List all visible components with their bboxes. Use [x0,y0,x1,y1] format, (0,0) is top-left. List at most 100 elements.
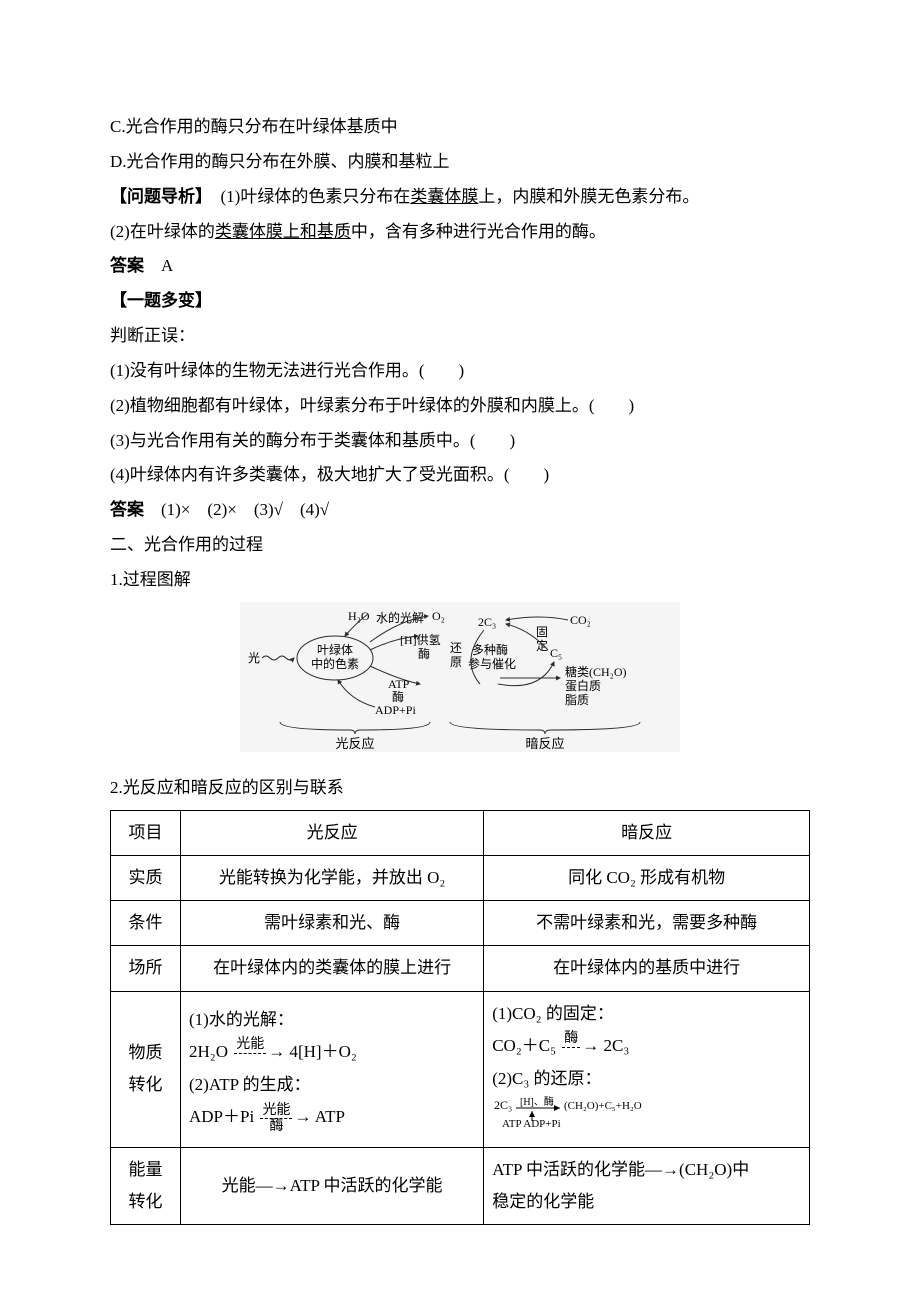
header-project: 项目 [111,810,181,855]
fig-sugar: 糖类(CH₂O) [565,664,627,679]
question-analysis-2: (2)在叶绿体的类囊体膜上和基质中，含有多种进行光合作用的酶。 [110,215,810,250]
deq1-post: 2C₃ [599,1036,629,1055]
eq2-top: 光能 [260,1103,292,1119]
fig-fix: 固 [536,625,548,639]
material-dark-eq2: 2C₃ [H]、酶 (CH₂O)+C₅+H₂O ATP ADP+Pi [492,1095,801,1140]
c3-reduce-eq: 2C₃ [H]、酶 (CH₂O)+C₅+H₂O ATP ADP+Pi [492,1095,662,1129]
fig-multi-enzyme: 多种酶 [472,642,508,657]
process-figure-wrap: 光 叶绿体 中的色素 H₂O 水的光解 O₂ [H]供氢 酶 ATP 酶 ADP… [110,602,810,765]
row-condition-light: 需叶绿素和光、酶 [181,901,484,946]
svg-text:[H]、酶: [H]、酶 [520,1095,554,1108]
table-row: 场所 在叶绿体内的类囊体的膜上进行 在叶绿体内的基质中进行 [111,946,810,991]
option-d: D.光合作用的酶只分布在外膜、内膜和基粒上 [110,145,810,180]
row-energy-dark-1: ATP 中活跃的化学能―→(CH₂O)中 [492,1160,749,1179]
row-essence-dark: 同化 CO₂ 形成有机物 [484,855,810,900]
row-material-dark: (1)CO₂ 的固定： CO₂＋C₅ 酶 → 2C₃ (2)C₃ 的还原： 2C… [484,991,810,1147]
fig-origin: 原 [450,655,462,669]
fig-c5: C₅ [550,646,562,660]
answer-2-value: (1)× (2)× (3)√ (4)√ [144,500,329,519]
judge-label: 判断正误： [110,319,810,354]
fig-enzyme: 酶 [418,646,430,661]
fig-light-rxn: 光反应 [335,736,374,751]
fig-lipid: 脂质 [565,692,589,707]
fig-pigment1: 叶绿体 [317,642,353,657]
question-analysis: 【问题导析】 (1)叶绿体的色素只分布在类囊体膜上，内膜和外膜无色素分布。 [110,180,810,215]
row-energy-label-1: 能量 [129,1160,163,1179]
deq1-pre: CO₂＋C₅ [492,1036,560,1055]
material-dark-1: (1)CO₂ 的固定： [492,998,801,1030]
table-row: 实质 光能转换为化学能，并放出 O₂ 同化 CO₂ 形成有机物 [111,855,810,900]
fig-o2: O₂ [432,609,445,623]
fig-pigment2: 中的色素 [311,656,359,671]
judge-1: (1)没有叶绿体的生物无法进行光合作用。( ) [110,354,810,389]
analysis-2-pre: (2)在叶绿体的 [110,222,215,241]
material-dark-eq1: CO₂＋C₅ 酶 → 2C₃ [492,1030,801,1063]
answer-2-label: 答案 [110,500,144,519]
fig-atp: ATP [388,677,410,691]
row-energy-dark-2: 稳定的化学能 [492,1192,594,1211]
table-row: 项目 光反应 暗反应 [111,810,810,855]
fig-h-supply: [H]供氢 [400,632,441,647]
header-light: 光反应 [181,810,484,855]
eq2-frac: 光能酶 [260,1103,292,1135]
fig-c3: 2C₃ [478,615,496,629]
eq2-bot: 酶 [260,1119,292,1134]
fig-dark-rxn: 暗反应 [525,736,564,751]
svg-text:(CH₂O)+C₅+H₂O: (CH₂O)+C₅+H₂O [564,1100,642,1112]
process-figure: 光 叶绿体 中的色素 H₂O 水的光解 O₂ [H]供氢 酶 ATP 酶 ADP… [240,602,680,752]
row-energy-label-2: 转化 [129,1192,163,1211]
judge-2: (2)植物细胞都有叶绿体，叶绿素分布于叶绿体的外膜和内膜上。( ) [110,389,810,424]
eq1-post: 4[H]＋O₂ [285,1042,357,1061]
table-row: 能量 转化 光能―→ATP 中活跃的化学能 ATP 中活跃的化学能―→(CH₂O… [111,1147,810,1225]
material-light-2: (2)ATP 的生成： [189,1069,475,1101]
compare-table: 项目 光反应 暗反应 实质 光能转换为化学能，并放出 O₂ 同化 CO₂ 形成有… [110,810,810,1226]
answer-value: A [144,256,173,275]
row-material-label-2: 转化 [129,1075,163,1094]
row-energy-label: 能量 转化 [111,1147,181,1225]
svg-text:ATP ADP+Pi: ATP ADP+Pi [502,1118,561,1129]
row-essence-label: 实质 [111,855,181,900]
fig-catalyze: 参与催化 [468,656,516,671]
analysis-2-post: 中，含有多种进行光合作用的酶。 [351,222,606,241]
answer-line: 答案 A [110,249,810,284]
eq2-post: ATP [311,1107,345,1126]
analysis-1-post: 上，内膜和外膜无色素分布。 [478,187,699,206]
material-light-eq2: ADP＋Pi 光能酶→ ATP [189,1101,475,1134]
fig-adp: ADP+Pi [375,703,416,717]
row-place-light: 在叶绿体内的类囊体的膜上进行 [181,946,484,991]
row-condition-label: 条件 [111,901,181,946]
option-c: C.光合作用的酶只分布在叶绿体基质中 [110,110,810,145]
row-material-label: 物质 转化 [111,991,181,1147]
row-place-label: 场所 [111,946,181,991]
row-essence-light: 光能转换为化学能，并放出 O₂ [181,855,484,900]
sub-2-title: 2.光反应和暗反应的区别与联系 [110,771,810,806]
analysis-2-underline: 类囊体膜上和基质 [215,222,351,241]
row-place-dark: 在叶绿体内的基质中进行 [484,946,810,991]
row-material-light: (1)水的光解： 2H₂O 光能 → 4[H]＋O₂ (2)ATP 的生成： A… [181,991,484,1147]
svg-text:2C₃: 2C₃ [494,1098,512,1112]
fig-light: 光 [248,651,260,665]
row-condition-dark: 不需叶绿素和光，需要多种酶 [484,901,810,946]
fig-co2: CO₂ [570,613,591,627]
material-dark-2: (2)C₃ 的还原： [492,1063,801,1095]
fig-protein: 蛋白质 [565,678,601,693]
answer-label: 答案 [110,256,144,275]
material-light-eq1: 2H₂O 光能 → 4[H]＋O₂ [189,1036,475,1069]
deq1-frac: 酶 [562,1031,580,1063]
row-material-label-1: 物质 [129,1043,163,1062]
section-2-title: 二、光合作用的过程 [110,528,810,563]
material-light-1: (1)水的光解： [189,1004,475,1036]
judge-3: (3)与光合作用有关的酶分布于类囊体和基质中。( ) [110,424,810,459]
document-page: C.光合作用的酶只分布在叶绿体基质中 D.光合作用的酶只分布在外膜、内膜和基粒上… [0,0,920,1285]
variation-label: 【一题多变】 [110,284,810,319]
fig-enzyme2: 酶 [392,689,404,704]
eq2-pre: ADP＋Pi [189,1107,258,1126]
row-energy-light: 光能―→ATP 中活跃的化学能 [181,1147,484,1225]
analysis-1-underline: 类囊体膜 [410,187,478,206]
deq1-bot [562,1048,580,1063]
eq1-frac: 光能 [234,1037,266,1069]
fig-water-split: 水的光解 [376,610,424,625]
answer-2-line: 答案 (1)× (2)× (3)√ (4)√ [110,493,810,528]
deq1-top: 酶 [562,1031,580,1047]
table-row: 物质 转化 (1)水的光解： 2H₂O 光能 → 4[H]＋O₂ (2)ATP … [111,991,810,1147]
